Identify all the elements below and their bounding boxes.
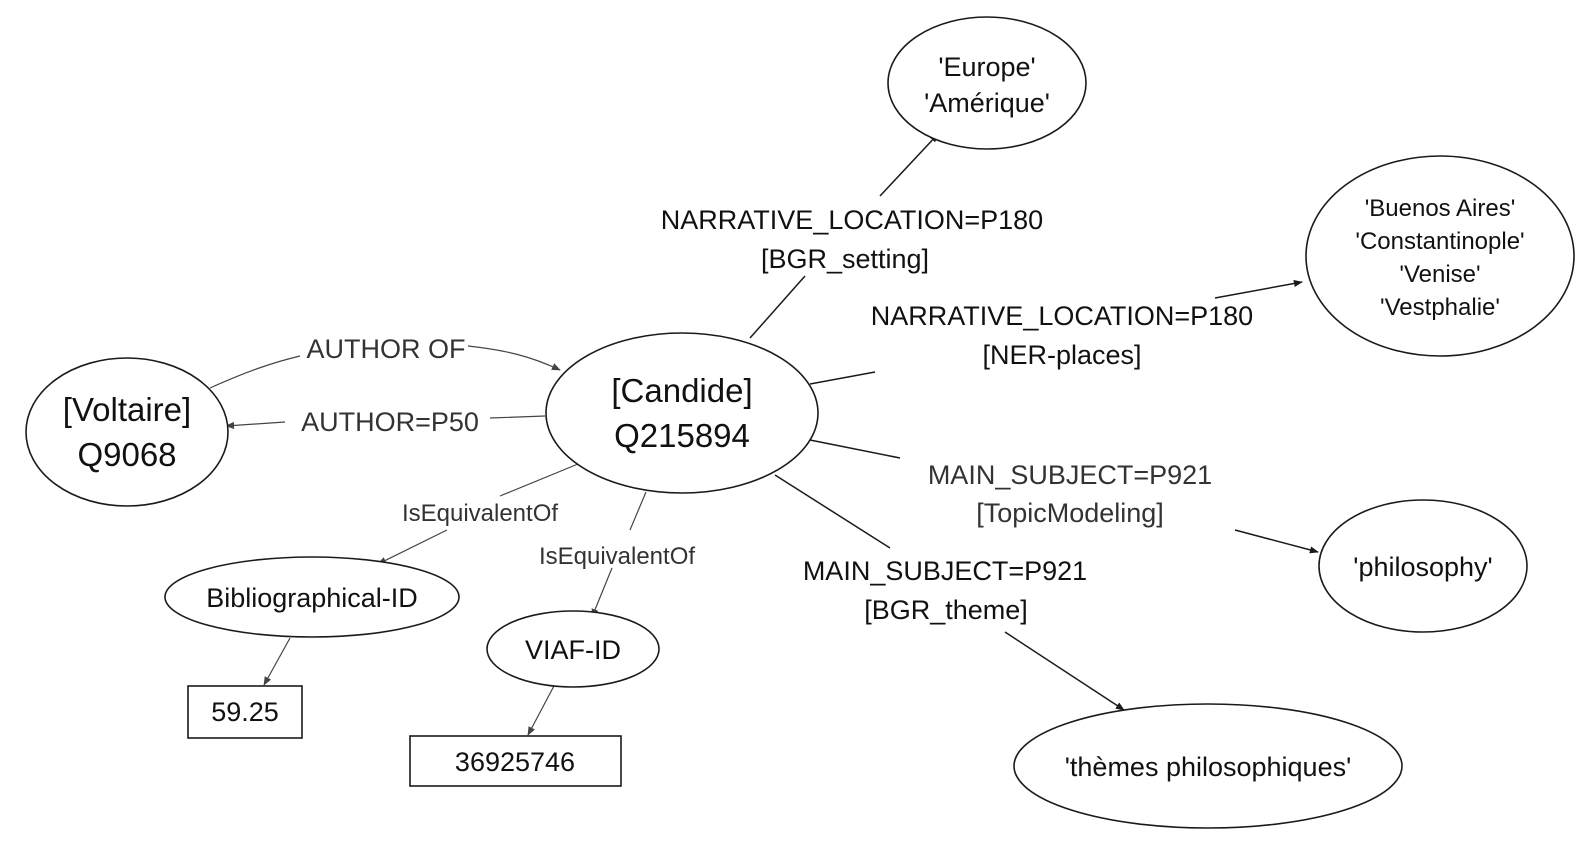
node-themes-label: 'thèmes philosophiques' [1065,752,1352,782]
edge-label-narrative-setting-1: NARRATIVE_LOCATION=P180 [661,205,1043,235]
node-candide: [Candide] Q215894 [545,332,819,494]
node-candide-line-1: [Candide] [611,372,752,409]
edge-subject-theme [774,474,1124,710]
node-places-line-3: 'Venise' [1399,261,1480,288]
node-candide-line-2: Q215894 [614,417,750,454]
node-viaf-id: VIAF-ID [486,610,660,688]
edge-subject-topic [809,439,1318,552]
edge-label-narrative-ner-1: NARRATIVE_LOCATION=P180 [871,301,1253,331]
edge-viaf-value [527,683,556,736]
edge-label-subject-topic-2: [TopicModeling] [976,498,1164,528]
edge-biblio-value [263,637,291,686]
node-philosophy-label: 'philosophy' [1353,552,1492,582]
node-voltaire-line-1: [Voltaire] [63,391,191,428]
edge-label-equiv-viaf: IsEquivalentOf [539,543,695,570]
node-biblio-label: Bibliographical-ID [206,583,418,613]
node-bibliographical-id: Bibliographical-ID [164,556,460,638]
node-themes: 'thèmes philosophiques' [1013,703,1403,829]
node-voltaire: [Voltaire] Q9068 [25,357,229,507]
edge-label-author-of: AUTHOR OF [307,334,466,364]
edge-author-p50 [226,415,546,426]
node-viaf-value-label: 36925746 [455,747,575,777]
edge-equiv-viaf [592,491,647,617]
node-europe-amerique: 'Europe' 'Amérique' [887,16,1087,150]
node-viaf-value: 36925746 [409,735,622,787]
node-viaf-label: VIAF-ID [525,635,621,665]
node-places-line-4: 'Vestphalie' [1380,294,1500,321]
node-places: 'Buenos Aires' 'Constantinople' 'Venise'… [1305,155,1575,357]
edge-label-narrative-setting-2: [BGR_setting] [761,244,929,274]
edge-label-subject-theme-2: [BGR_theme] [864,595,1028,625]
node-philosophy: 'philosophy' [1318,499,1528,633]
node-biblio-value-label: 59.25 [211,697,279,727]
node-biblio-value: 59.25 [187,685,303,739]
edge-label-subject-topic-1: MAIN_SUBJECT=P921 [928,460,1212,490]
edge-label-narrative-ner-2: [NER-places] [982,340,1141,370]
node-europe-line-2: 'Amérique' [924,88,1050,118]
edge-narrative-setting [749,134,938,339]
node-europe-line-1: 'Europe' [938,52,1035,82]
node-voltaire-line-2: Q9068 [77,436,176,473]
edge-label-author-p50: AUTHOR=P50 [301,407,479,437]
edge-narrative-ner [809,282,1302,385]
edge-label-equiv-biblio: IsEquivalentOf [402,500,558,527]
node-places-line-1: 'Buenos Aires' [1365,195,1516,222]
edge-author-of [209,345,560,389]
edge-equiv-biblio [378,463,579,564]
node-places-line-2: 'Constantinople' [1355,228,1524,255]
edge-label-subject-theme-1: MAIN_SUBJECT=P921 [803,556,1087,586]
